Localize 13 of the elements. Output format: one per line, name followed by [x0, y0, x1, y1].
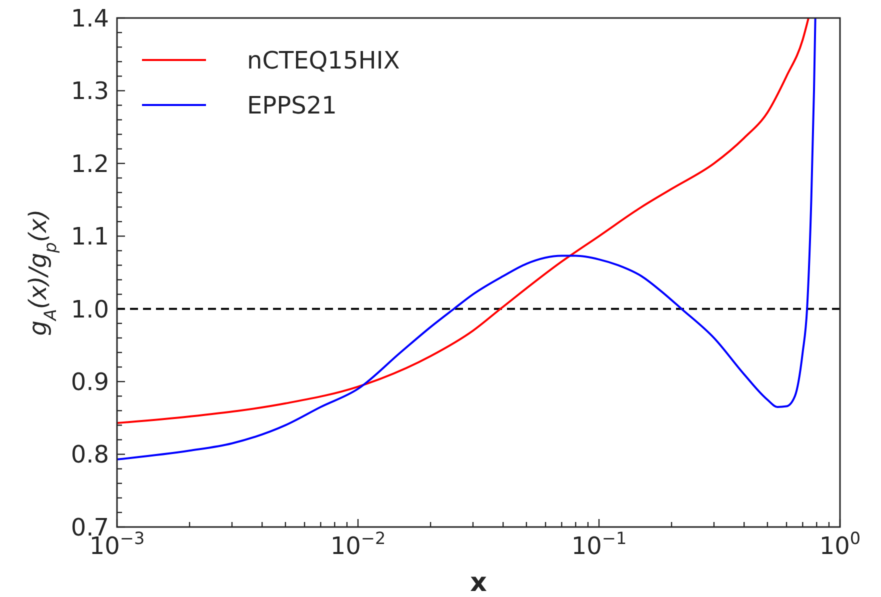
y-tick-label: 1.2 [70, 150, 109, 178]
y-tick-label: 1.4 [70, 4, 109, 32]
x-tick-label: 10$^{0}$ [819, 528, 861, 560]
x-tick-label: 10$^{−2}$ [330, 528, 386, 560]
legend-label: EPPS21 [247, 91, 337, 120]
x-tick-label: 10$^{−1}$ [571, 528, 627, 560]
y-tick-label: 0.9 [70, 368, 109, 396]
x-axis-title: x [470, 568, 488, 597]
y-tick-label: 1.1 [70, 222, 109, 251]
legend-label: nCTEQ15HIX [247, 46, 400, 74]
y-tick-label: 0.8 [70, 440, 109, 469]
y-tick-label: 1.3 [70, 77, 109, 106]
y-tick-label: 1.0 [70, 295, 109, 324]
